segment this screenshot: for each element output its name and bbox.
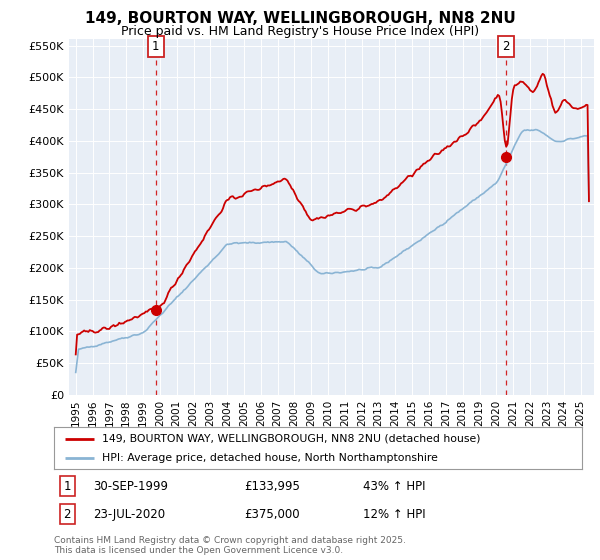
Text: 2: 2 bbox=[64, 507, 71, 521]
Text: 12% ↑ HPI: 12% ↑ HPI bbox=[363, 507, 425, 521]
Text: 2: 2 bbox=[502, 40, 509, 53]
Text: HPI: Average price, detached house, North Northamptonshire: HPI: Average price, detached house, Nort… bbox=[101, 453, 437, 463]
Text: Contains HM Land Registry data © Crown copyright and database right 2025.
This d: Contains HM Land Registry data © Crown c… bbox=[54, 536, 406, 556]
Text: £133,995: £133,995 bbox=[244, 479, 300, 493]
Text: 43% ↑ HPI: 43% ↑ HPI bbox=[363, 479, 425, 493]
Text: 1: 1 bbox=[64, 479, 71, 493]
Text: 149, BOURTON WAY, WELLINGBOROUGH, NN8 2NU (detached house): 149, BOURTON WAY, WELLINGBOROUGH, NN8 2N… bbox=[101, 433, 480, 444]
Text: 1: 1 bbox=[152, 40, 160, 53]
Text: 30-SEP-1999: 30-SEP-1999 bbox=[94, 479, 169, 493]
Text: £375,000: £375,000 bbox=[244, 507, 300, 521]
Text: Price paid vs. HM Land Registry's House Price Index (HPI): Price paid vs. HM Land Registry's House … bbox=[121, 25, 479, 38]
Text: 149, BOURTON WAY, WELLINGBOROUGH, NN8 2NU: 149, BOURTON WAY, WELLINGBOROUGH, NN8 2N… bbox=[85, 11, 515, 26]
Text: 23-JUL-2020: 23-JUL-2020 bbox=[94, 507, 166, 521]
